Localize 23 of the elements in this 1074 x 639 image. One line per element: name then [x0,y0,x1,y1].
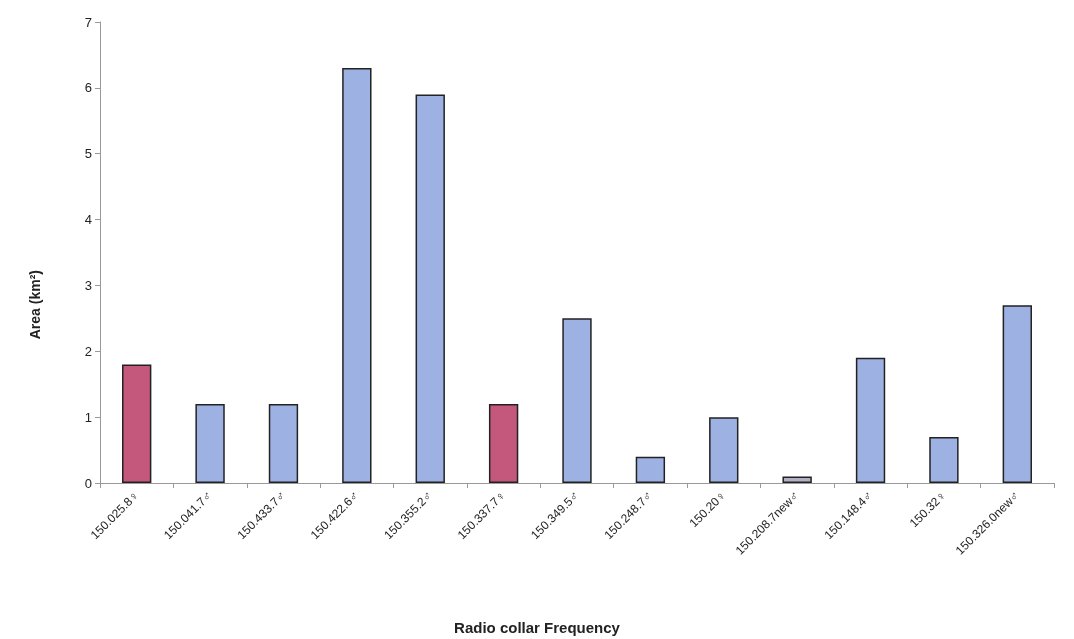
y-tick-label: 2 [84,343,92,359]
bar [415,94,445,483]
bar [488,403,519,483]
bar [195,403,225,483]
y-tick-label: 5 [84,146,92,162]
bar [709,417,739,483]
bar [122,364,152,483]
y-tick-label: 0 [84,475,92,491]
y-tick-label: 3 [84,277,92,293]
bar [268,403,299,483]
bar [562,318,592,483]
bar [635,456,666,483]
bar [1002,305,1032,483]
x-axis-title: Radio collar Frequency [454,619,621,636]
y-tick-label: 7 [84,14,92,30]
y-tick-label: 4 [84,212,92,228]
bar [782,476,812,483]
bar [929,436,959,483]
bar [342,68,372,483]
y-tick-label: 1 [84,409,92,425]
bar [855,357,886,483]
y-axis-title: Area (km²) [27,269,43,340]
y-tick-label: 6 [84,80,92,96]
